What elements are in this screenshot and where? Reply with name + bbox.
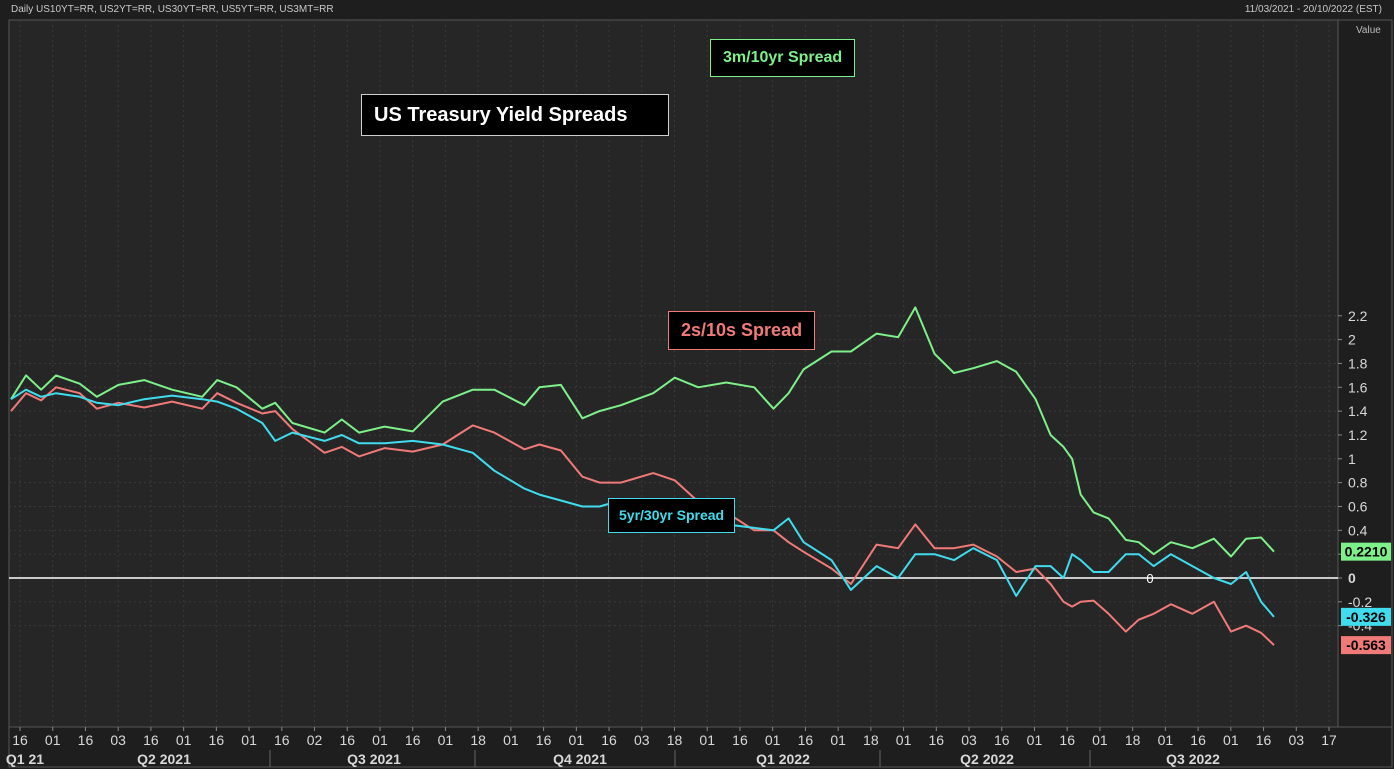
last-value-2s-10s-bg <box>1341 636 1391 655</box>
x-axis-panel <box>8 726 1393 768</box>
y-tick-label: 1.8 <box>1348 355 1368 371</box>
x-tick-label: 16 <box>143 732 159 748</box>
y-tick-label: 1.2 <box>1348 427 1368 443</box>
x-tick-label: 01 <box>1027 732 1043 748</box>
x-tick-label: 01 <box>699 732 715 748</box>
x-tick-label: 01 <box>438 732 454 748</box>
quarter-label: Q3 2022 <box>1166 751 1220 767</box>
x-tick-label: 18 <box>470 732 486 748</box>
x-tick-label: 16 <box>1059 732 1075 748</box>
x-tick-label: 16 <box>339 732 355 748</box>
x-tick-label: 16 <box>994 732 1010 748</box>
x-tick-label: 03 <box>634 732 650 748</box>
x-tick-label: 01 <box>241 732 257 748</box>
x-tick-label: 16 <box>405 732 421 748</box>
x-tick-label: 16 <box>1190 732 1206 748</box>
quarter-label: Q1 2022 <box>756 751 810 767</box>
x-tick-label: 01 <box>569 732 585 748</box>
x-tick-label: 02 <box>307 732 323 748</box>
plot-area <box>8 19 1339 728</box>
y-tick-label: 0.8 <box>1348 475 1368 491</box>
y-tick-label: 1 <box>1348 451 1356 467</box>
x-tick-label: 16 <box>929 732 945 748</box>
x-tick-label: 16 <box>209 732 225 748</box>
zero-line-label: 0 <box>1146 571 1153 586</box>
y-tick-label: 0.6 <box>1348 498 1368 514</box>
x-tick-label: 16 <box>78 732 94 748</box>
last-value-5yr-30yr: -0.326 <box>1346 609 1386 625</box>
x-tick-label: 16 <box>536 732 552 748</box>
x-tick-label: 01 <box>765 732 781 748</box>
x-tick-label: 18 <box>1125 732 1141 748</box>
x-tick-label: 01 <box>45 732 61 748</box>
x-tick-label: 01 <box>1158 732 1174 748</box>
series-line-3m-10yr <box>10 306 1275 558</box>
x-tick-label: 17 <box>1321 732 1337 748</box>
chart-header-date-range: 11/03/2021 - 20/10/2022 (EST) <box>1244 4 1382 15</box>
y-tick-label: 2.2 <box>1348 308 1368 324</box>
x-tick-label: 16 <box>798 732 814 748</box>
x-tick-label: 16 <box>12 732 28 748</box>
quarter-label: Q2 2022 <box>960 751 1014 767</box>
y-tick-label: 1.6 <box>1348 379 1368 395</box>
x-tick-label: 16 <box>274 732 290 748</box>
last-value-2s-10s: -0.563 <box>1346 637 1386 653</box>
x-tick-label: 16 <box>1256 732 1272 748</box>
last-value-5yr-30yr-bg <box>1341 607 1391 626</box>
x-tick-label: 18 <box>667 732 683 748</box>
quarter-label: Q3 2021 <box>347 751 401 767</box>
y-axis-label: Value <box>1356 25 1381 36</box>
series-label-3m-10yr: 3m/10yr Spread <box>710 39 856 77</box>
series-label-5yr-30yr: 5yr/30yr Spread <box>608 498 736 533</box>
chart-header-rics: Daily US10YT=RR, US2YT=RR, US30YT=RR, US… <box>11 4 334 15</box>
x-tick-label: 03 <box>1288 732 1304 748</box>
x-tick-label: 16 <box>601 732 617 748</box>
y-tick-label: 2 <box>1348 332 1356 348</box>
x-tick-label: 01 <box>372 732 388 748</box>
quarter-label: Q1 21 <box>6 751 44 767</box>
x-tick-label: 16 <box>732 732 748 748</box>
x-tick-label: 01 <box>896 732 912 748</box>
chart-title: US Treasury Yield Spreads <box>361 94 669 136</box>
quarter-label: Q2 2021 <box>137 751 191 767</box>
y-tick-label: -0.2 <box>1348 594 1372 610</box>
last-value-3m-10yr: 0.2210 <box>1345 544 1388 560</box>
x-tick-label: 01 <box>1092 732 1108 748</box>
x-tick-label: 03 <box>961 732 977 748</box>
last-value-3m-10yr-bg <box>1341 542 1391 561</box>
x-tick-label: 01 <box>830 732 846 748</box>
y-tick-label: 0.4 <box>1348 522 1368 538</box>
x-tick-label: 01 <box>1223 732 1239 748</box>
x-tick-label: 01 <box>176 732 192 748</box>
y-tick-label: 1.4 <box>1348 403 1368 419</box>
series-label-2s-10s: 2s/10s Spread <box>668 311 816 350</box>
x-tick-label: 01 <box>503 732 519 748</box>
y-tick-label: 0 <box>1348 570 1356 586</box>
x-tick-label: 18 <box>863 732 879 748</box>
quarter-label: Q4 2021 <box>553 751 607 767</box>
x-tick-label: 03 <box>110 732 126 748</box>
